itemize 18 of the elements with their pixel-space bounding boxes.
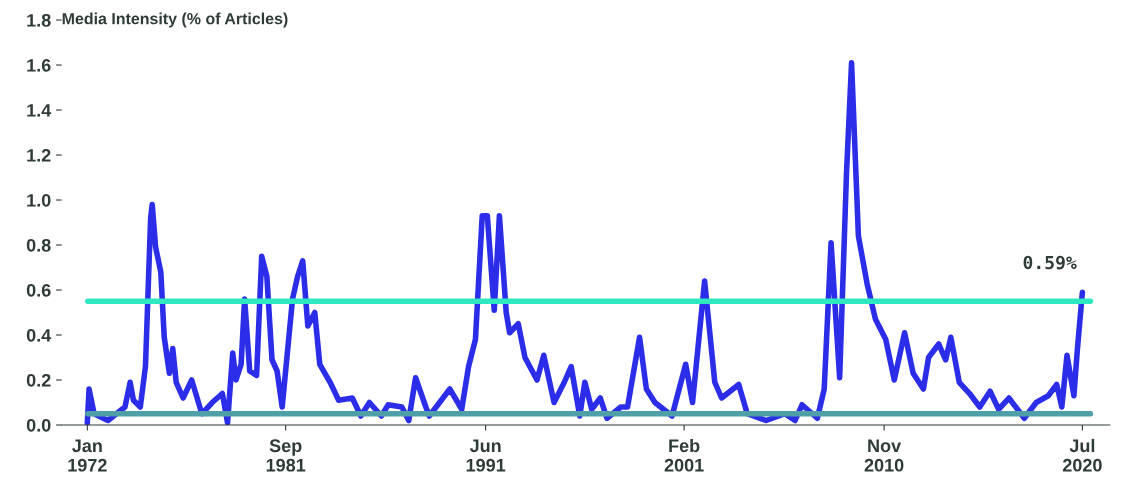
y-tick-label: 0.8: [26, 238, 51, 252]
y-tick-label: 1.2: [27, 148, 51, 162]
y-tick-label: 0.6: [26, 283, 51, 297]
x-tick-label: Sep 1981: [266, 439, 306, 472]
y-tick-label: 1.8: [27, 13, 51, 27]
x-tick-label: Jul 2020: [1062, 438, 1102, 472]
y-tick-label: 0.0: [26, 418, 51, 432]
y-tick-label: 1.4: [27, 104, 52, 117]
y-tick-label: 0.2: [26, 373, 51, 387]
x-tick-label: Jan 1972: [68, 439, 107, 472]
x-tick-label: Nov 2010: [864, 439, 904, 472]
x-tick-label: Feb 2001: [664, 438, 704, 472]
annotation: 0.59%: [1023, 255, 1077, 270]
y-tick-label: 1.6: [27, 58, 51, 72]
y-axis-title: Media Intensity (% of Articles): [62, 12, 288, 28]
y-tick-label: 1.0: [27, 193, 51, 207]
y-tick-label: 0.4: [26, 328, 52, 342]
x-tick-label: Jun 1991: [466, 439, 506, 472]
